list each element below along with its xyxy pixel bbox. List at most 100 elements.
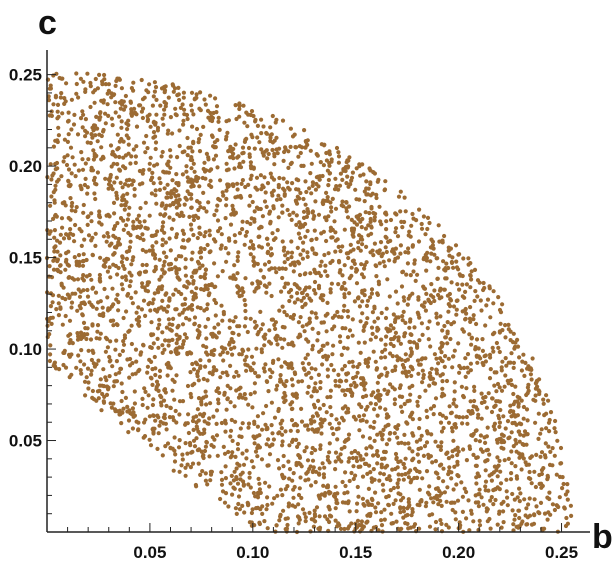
scatter-point <box>423 504 428 509</box>
scatter-point <box>374 195 379 201</box>
scatter-point <box>128 279 133 284</box>
scatter-point <box>410 417 415 422</box>
scatter-point <box>310 183 315 188</box>
scatter-point <box>59 91 64 96</box>
scatter-point <box>158 180 163 186</box>
scatter-point <box>401 509 406 514</box>
scatter-point <box>285 180 290 185</box>
scatter-point <box>225 383 230 388</box>
scatter-point <box>169 328 174 333</box>
scatter-point <box>272 322 277 328</box>
scatter-point <box>164 427 169 432</box>
scatter-point <box>264 131 269 136</box>
scatter-point <box>350 317 355 322</box>
scatter-point <box>548 410 554 415</box>
scatter-point <box>323 269 328 274</box>
scatter-point <box>86 157 91 162</box>
scatter-point <box>137 323 142 328</box>
scatter-point <box>223 421 228 426</box>
scatter-point <box>255 490 261 495</box>
scatter-point <box>398 505 403 510</box>
scatter-point <box>204 402 209 407</box>
scatter-point <box>206 115 211 120</box>
scatter-point <box>365 360 370 365</box>
scatter-point <box>313 311 318 316</box>
scatter-point <box>304 189 309 195</box>
scatter-point <box>205 352 210 357</box>
scatter-point <box>137 182 142 187</box>
scatter-point <box>202 448 208 454</box>
scatter-point <box>344 206 349 211</box>
scatter-point <box>356 464 361 469</box>
scatter-point <box>185 451 190 456</box>
scatter-point <box>377 396 382 402</box>
scatter-point <box>501 438 506 443</box>
scatter-point <box>318 295 323 300</box>
scatter-point <box>372 438 377 443</box>
scatter-point <box>205 421 210 426</box>
scatter-point <box>129 295 134 300</box>
scatter-point <box>534 378 540 383</box>
scatter-point <box>143 389 148 394</box>
scatter-point <box>398 251 403 256</box>
scatter-point <box>121 227 126 232</box>
scatter-point <box>356 494 361 499</box>
scatter-point <box>189 166 194 171</box>
scatter-point <box>360 311 365 316</box>
scatter-point <box>168 350 174 355</box>
scatter-point <box>362 503 367 508</box>
scatter-point <box>272 415 278 420</box>
scatter-point <box>215 138 220 143</box>
scatter-point <box>488 315 493 320</box>
scatter-point <box>131 410 136 415</box>
scatter-point <box>55 102 61 107</box>
scatter-point <box>528 372 534 377</box>
scatter-point <box>51 258 56 263</box>
scatter-point <box>445 293 450 298</box>
scatter-point <box>133 154 138 159</box>
scatter-point <box>441 259 446 264</box>
scatter-point <box>255 187 260 192</box>
scatter-point <box>263 480 268 485</box>
scatter-point <box>159 305 164 310</box>
scatter-point <box>172 397 177 402</box>
scatter-point <box>114 175 119 180</box>
scatter-point <box>201 190 206 195</box>
scatter-point <box>190 149 195 154</box>
scatter-point <box>110 364 115 369</box>
scatter-point <box>89 372 94 377</box>
scatter-point <box>259 347 264 352</box>
scatter-point <box>151 120 156 125</box>
scatter-point <box>301 163 306 168</box>
scatter-point <box>287 212 292 217</box>
scatter-point <box>406 497 411 502</box>
scatter-point <box>384 442 389 447</box>
scatter-point <box>224 161 229 166</box>
scatter-point <box>384 306 389 311</box>
scatter-point <box>143 313 148 318</box>
scatter-point <box>427 319 432 324</box>
scatter-point <box>265 379 270 384</box>
scatter-point <box>83 128 88 133</box>
scatter-point <box>85 287 90 293</box>
scatter-point <box>246 402 251 407</box>
scatter-point <box>491 301 496 306</box>
scatter-point <box>326 214 331 219</box>
scatter-point <box>104 337 110 342</box>
scatter-point <box>170 337 175 342</box>
scatter-point <box>320 200 325 205</box>
scatter-point <box>262 283 267 288</box>
scatter-point <box>162 88 168 93</box>
scatter-point <box>451 401 456 406</box>
scatter-point <box>305 292 310 298</box>
scatter-point <box>455 498 461 503</box>
scatter-point <box>211 365 216 370</box>
scatter-point <box>479 495 484 500</box>
scatter-point <box>201 206 207 211</box>
scatter-point <box>329 209 334 214</box>
scatter-point <box>244 456 249 461</box>
scatter-point <box>126 136 131 141</box>
scatter-point <box>449 410 454 415</box>
scatter-point <box>173 307 178 312</box>
scatter-point <box>304 372 309 377</box>
